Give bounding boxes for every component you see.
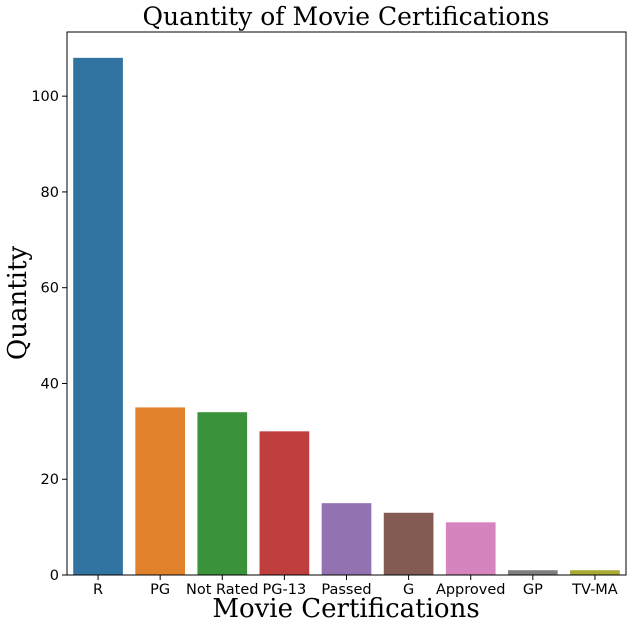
bars-group	[73, 57, 620, 576]
x-axis-label: Movie Certifications	[212, 594, 479, 624]
x-tick-label: PG-13	[263, 582, 307, 598]
x-tick-label: Passed	[321, 582, 371, 598]
bar-pg	[135, 407, 186, 575]
y-tick-label: 100	[31, 89, 59, 105]
bar-passed	[321, 503, 372, 575]
y-axis-ticks: 0 20 40 60 80 100	[31, 89, 67, 584]
x-tick-label: TV-MA	[571, 582, 618, 598]
y-axis-label: Quantity	[3, 246, 33, 361]
bar-g	[383, 512, 434, 575]
x-tick-label: Not Rated	[186, 582, 258, 598]
bar-tv-ma	[570, 570, 620, 575]
y-tick-label: 40	[41, 376, 59, 392]
x-tick-label: G	[403, 582, 414, 598]
x-tick-label: PG	[150, 582, 170, 598]
y-tick-label: 0	[50, 568, 59, 584]
x-tick-label: Approved	[436, 582, 506, 598]
x-axis-ticks: R PG Not Rated PG-13 Passed G Approved GP TV-MA	[93, 575, 618, 598]
y-tick-label: 20	[41, 472, 59, 488]
bar-pg-13	[259, 431, 310, 575]
bar-not-rated	[197, 412, 248, 575]
plot-frame	[66, 31, 627, 576]
bar-r	[73, 57, 123, 576]
bar-approved	[445, 522, 496, 575]
x-tick-label: GP	[523, 582, 543, 598]
y-tick-label: 60	[41, 281, 59, 297]
chart-title: Quantity of Movie Certifications	[142, 2, 549, 31]
y-tick-label: 80	[41, 185, 59, 201]
bar-gp	[507, 570, 558, 575]
x-tick-label: R	[93, 582, 103, 598]
